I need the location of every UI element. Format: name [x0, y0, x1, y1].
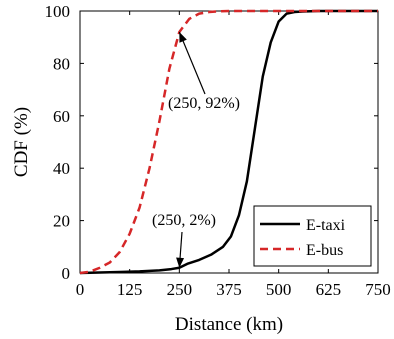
annotation-label: (250, 2%)	[152, 212, 216, 229]
x-tick-label: 625	[316, 280, 342, 299]
annotation-arrow-head	[176, 257, 185, 268]
x-tick-label: 375	[216, 280, 242, 299]
annotation-label: (250, 92%)	[168, 95, 240, 112]
x-tick-label: 750	[365, 280, 391, 299]
y-tick-label: 20	[53, 212, 70, 231]
y-tick-label: 100	[45, 2, 71, 21]
x-tick-label: 125	[117, 280, 143, 299]
legend-label: E-bus	[306, 242, 343, 259]
plot-area	[79, 9, 378, 275]
x-tick-label: 500	[266, 280, 292, 299]
y-tick-label: 40	[53, 159, 70, 178]
x-axis-label: Distance (km)	[175, 314, 283, 335]
y-tick-label: 60	[53, 107, 70, 126]
x-tick-label: 0	[76, 280, 85, 299]
legend-label: E-taxi	[306, 217, 346, 234]
annotation-arrow-head	[179, 31, 187, 43]
axes: 0 125 250 375 500 625 750 0 20 40 60 80 100	[45, 2, 391, 299]
x-tick-label: 250	[167, 280, 193, 299]
series-line-e-bus	[79, 9, 378, 275]
y-axis-label: CDF (%)	[11, 107, 32, 177]
legend-box	[253, 205, 372, 267]
annotation-arrow-line	[178, 31, 206, 95]
legend: E-taxi E-bus	[253, 205, 372, 267]
y-tick-label: 0	[62, 264, 71, 283]
y-tick-label: 80	[53, 54, 70, 73]
annotations: (250, 92%) (250, 2%)	[152, 31, 240, 268]
